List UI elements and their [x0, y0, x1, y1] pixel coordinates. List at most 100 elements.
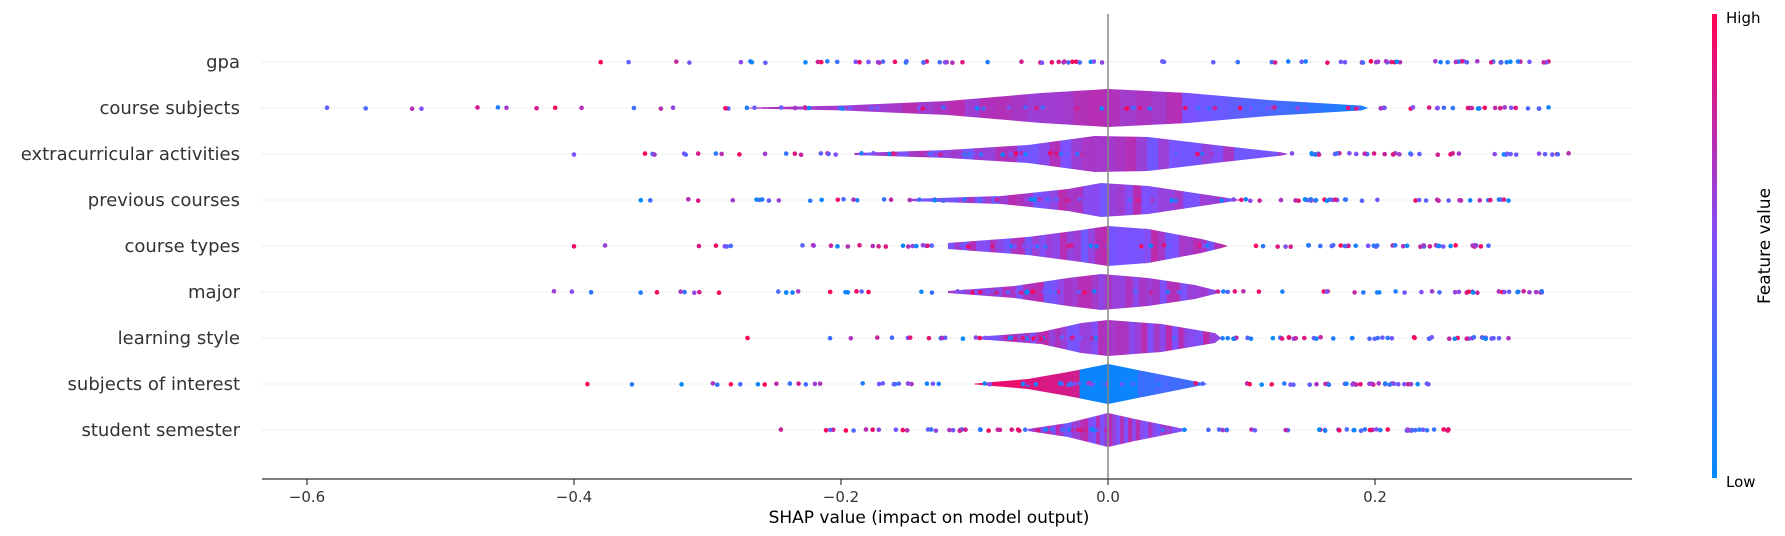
shap-point [1130, 381, 1136, 387]
shap-point [990, 243, 996, 249]
x-tick-label: 0.0 [1096, 488, 1120, 506]
shap-point [893, 427, 899, 433]
shap-point [1058, 151, 1064, 157]
shap-point [783, 151, 789, 156]
shap-point [982, 381, 987, 386]
shap-point [827, 335, 833, 341]
shap-point [695, 151, 701, 156]
shap-point [930, 381, 936, 387]
shap-point [841, 196, 846, 202]
shap-point [933, 428, 939, 433]
shap-point [936, 381, 941, 387]
shap-point [1316, 152, 1322, 157]
shap-point [1070, 59, 1075, 65]
shap-point [1371, 151, 1377, 156]
shap-point [803, 105, 809, 111]
shap-point [833, 152, 838, 157]
shap-point [826, 151, 831, 157]
x-tick-label: −0.2 [823, 488, 859, 506]
colorbar-gradient [1712, 14, 1717, 478]
feature-label: subjects of interest [68, 374, 240, 395]
shap-point [1101, 381, 1107, 387]
shap-point [678, 289, 683, 294]
shap-point [1160, 427, 1165, 433]
shap-point [1162, 242, 1167, 248]
shap-point [1349, 335, 1355, 341]
shap-point [792, 105, 798, 111]
shap-point [1521, 288, 1526, 294]
shap-point [927, 151, 933, 157]
shap-point [1015, 427, 1021, 432]
shap-point [1028, 197, 1034, 202]
shap-point [552, 105, 558, 111]
shap-point [1307, 382, 1312, 387]
shap-point [723, 106, 728, 111]
shap-point [1396, 381, 1401, 387]
shap-point [843, 428, 849, 433]
shap-point [798, 152, 804, 158]
shap-point [1040, 105, 1046, 110]
shap-point [1362, 427, 1368, 432]
shap-point [1375, 243, 1380, 248]
shap-point [730, 197, 736, 203]
shap-point [1314, 381, 1319, 387]
shap-point [504, 105, 509, 111]
shap-point [983, 197, 988, 203]
shap-point [917, 197, 922, 202]
shap-point [1475, 290, 1480, 296]
shap-point [910, 243, 915, 249]
shap-point [744, 105, 750, 111]
shap-point [906, 244, 911, 249]
shap-point [551, 288, 557, 294]
shap-point [1024, 197, 1029, 202]
shap-point [1325, 60, 1330, 65]
shap-point [1400, 243, 1406, 249]
shap-point [1099, 60, 1105, 65]
shap-point [1486, 243, 1491, 248]
shap-point [534, 105, 539, 111]
shap-point [728, 381, 734, 387]
shap-point [1024, 243, 1030, 249]
shap-point [1069, 243, 1074, 248]
shap-point [803, 382, 809, 387]
shap-point [818, 151, 824, 156]
shap-point [1475, 106, 1481, 111]
shap-point [1513, 105, 1518, 111]
shap-point [1424, 427, 1430, 433]
shap-point [1502, 105, 1507, 110]
shap-point [928, 427, 934, 432]
shap-point [835, 59, 840, 65]
shap-point [1457, 198, 1462, 203]
shap-point [914, 243, 919, 249]
shap-point [648, 198, 653, 203]
shap-point [973, 152, 979, 157]
shap-point [1119, 381, 1125, 387]
shap-point [1272, 60, 1278, 65]
shap-point [1248, 105, 1254, 111]
shap-point [1248, 198, 1253, 204]
shap-point [1023, 151, 1028, 157]
shap-point [1353, 151, 1359, 157]
shap-point [697, 289, 702, 295]
shap-point [1359, 198, 1365, 204]
shap-point [1456, 289, 1462, 295]
shap-point [1043, 244, 1048, 250]
shap-point [1464, 60, 1470, 65]
shap-point [1513, 152, 1519, 157]
shap-point [1232, 289, 1238, 294]
shap-point [866, 289, 871, 295]
shap-point [1003, 335, 1008, 340]
shap-point [1566, 151, 1571, 156]
shap-point [1013, 151, 1019, 156]
shap-point [981, 106, 986, 111]
shap-point [1488, 60, 1494, 65]
shap-point [950, 60, 955, 66]
shap-point [715, 382, 720, 388]
shap-point [1009, 427, 1014, 432]
shap-point [925, 243, 930, 249]
shap-point [1417, 151, 1422, 157]
shap-point [1201, 243, 1207, 248]
shap-point [1352, 427, 1357, 433]
shap-point [1438, 59, 1443, 65]
